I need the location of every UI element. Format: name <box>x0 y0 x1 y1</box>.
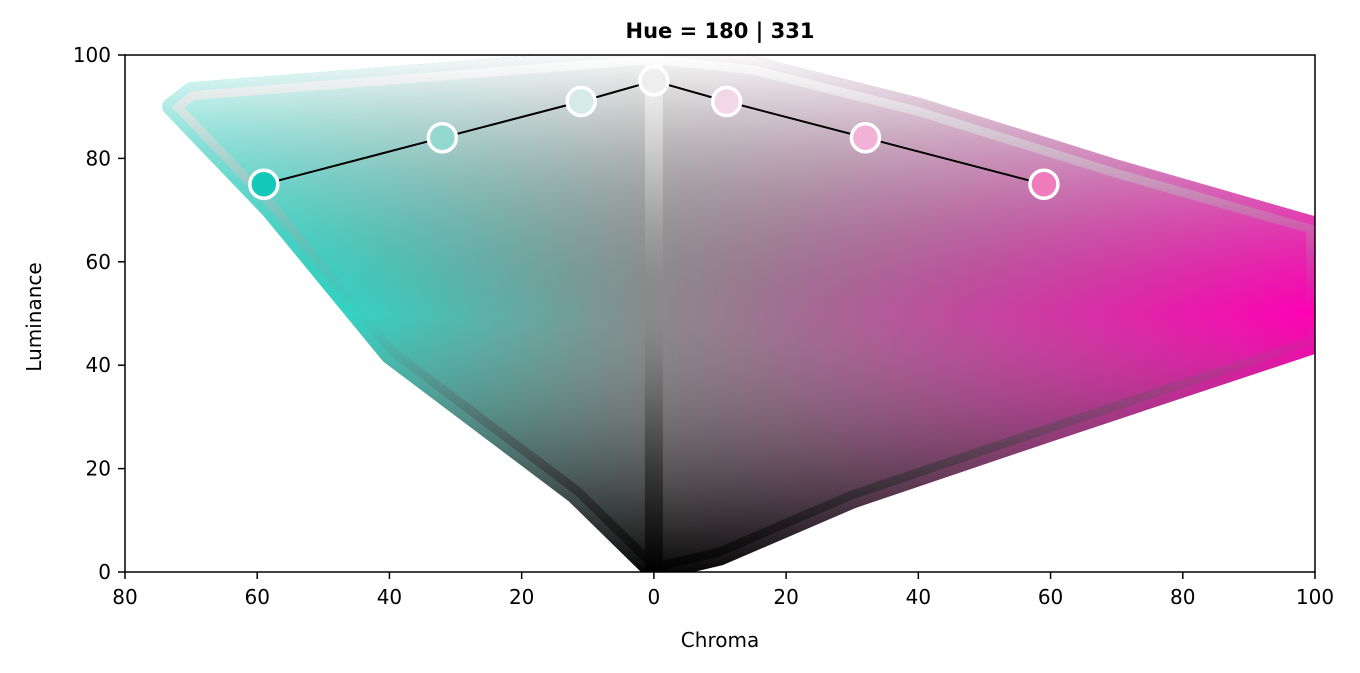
x-tick-label: 60 <box>1038 585 1063 609</box>
x-tick-label: 0 <box>648 585 661 609</box>
palette-point <box>565 85 597 118</box>
x-axis-label: Chroma <box>681 628 759 652</box>
y-tick-label: 0 <box>98 560 111 584</box>
palette-point <box>638 65 670 97</box>
palette-point <box>849 121 882 154</box>
gamut-left-luminance-shade <box>162 55 663 572</box>
x-tick-label: 80 <box>112 585 137 609</box>
y-tick-label: 60 <box>86 250 111 274</box>
y-tick-label: 80 <box>86 146 111 170</box>
palette-points <box>248 65 1060 200</box>
x-tick-label: 60 <box>244 585 269 609</box>
palette-point <box>710 85 743 118</box>
x-tick-label: 20 <box>509 585 534 609</box>
x-tick-label: 100 <box>1296 585 1334 609</box>
y-tick-label: 20 <box>86 457 111 481</box>
palette-point <box>248 168 280 200</box>
x-tick-label: 80 <box>1170 585 1195 609</box>
y-tick-label: 40 <box>86 353 111 377</box>
gamut-right-luminance-shade <box>644 55 1315 572</box>
x-tick-label: 20 <box>773 585 798 609</box>
x-axis-ticks: 80 60 40 20 0 20 40 60 80 100 <box>112 572 1334 609</box>
x-tick-label: 40 <box>377 585 402 609</box>
palette-point <box>426 121 459 154</box>
y-axis-label: Luminance <box>22 262 46 371</box>
chart-title: Hue = 180 | 331 <box>626 19 815 44</box>
x-tick-label: 40 <box>906 585 931 609</box>
y-axis-ticks: 0 20 40 60 80 100 <box>73 43 125 584</box>
plot-frame <box>124 54 1316 573</box>
y-tick-label: 100 <box>73 43 111 67</box>
palette-point <box>1028 168 1060 200</box>
